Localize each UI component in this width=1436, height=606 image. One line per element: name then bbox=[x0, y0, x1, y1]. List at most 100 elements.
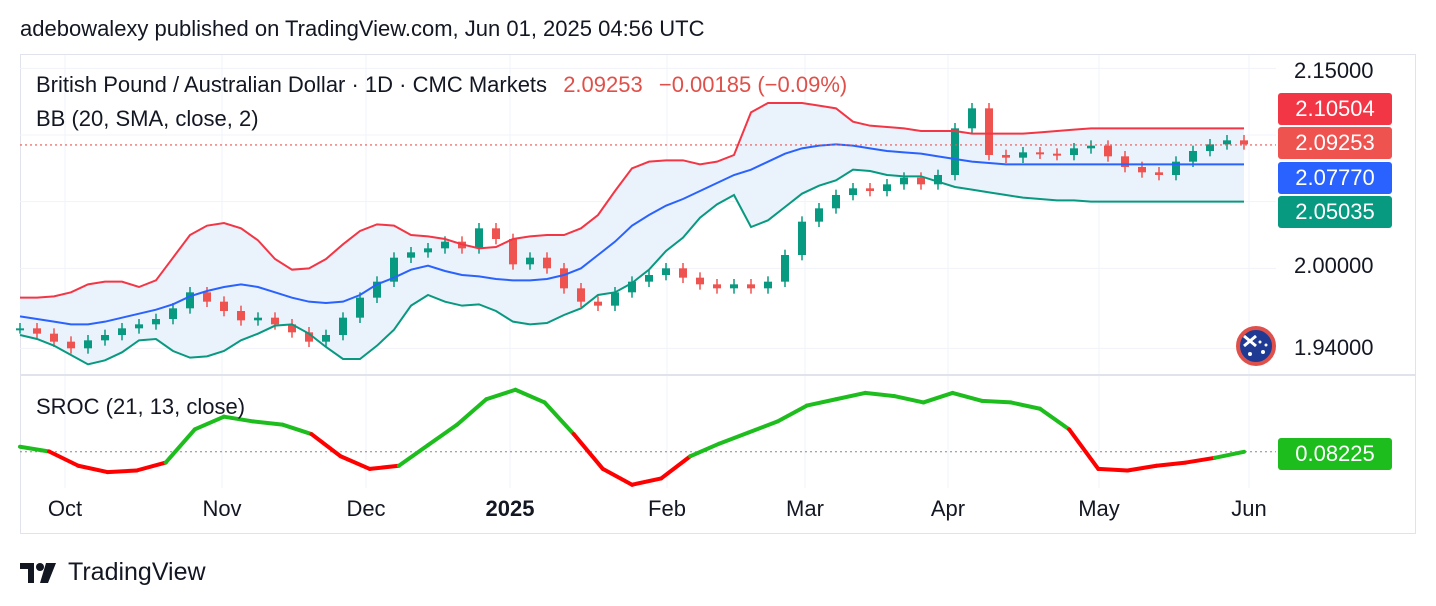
time-axis-label: May bbox=[1078, 496, 1120, 521]
candle-body bbox=[1019, 152, 1027, 158]
candle-body bbox=[968, 108, 976, 129]
candle-body bbox=[203, 292, 211, 302]
bollinger-band-fill bbox=[20, 103, 1244, 365]
australia-flag-icon[interactable] bbox=[1236, 326, 1276, 366]
sroc-line-segment bbox=[1067, 427, 1101, 471]
sroc-value-tag: 0.08225 bbox=[1278, 438, 1392, 470]
sroc-line-segment bbox=[105, 468, 139, 475]
candle-body bbox=[407, 252, 415, 258]
candle-body bbox=[781, 255, 789, 282]
last-price: 2.09253 bbox=[563, 72, 643, 97]
candle-body bbox=[883, 184, 891, 191]
time-axis-label: Feb bbox=[648, 496, 686, 521]
candle-body bbox=[577, 288, 585, 302]
sroc-line-segment bbox=[688, 441, 722, 459]
candle-body bbox=[237, 311, 245, 321]
candle-body bbox=[1053, 153, 1061, 156]
candle-body bbox=[254, 317, 262, 321]
sroc-line-segment bbox=[426, 422, 460, 448]
candle-body bbox=[764, 281, 772, 289]
bb-legend[interactable]: BB (20, SMA, close, 2) bbox=[36, 106, 259, 131]
lower-band-tag: 2.05035 bbox=[1278, 196, 1392, 228]
candle-body bbox=[798, 221, 806, 255]
sroc-line-segment bbox=[76, 463, 110, 475]
sroc-line-segment bbox=[775, 403, 809, 424]
time-axis-label: 2025 bbox=[485, 496, 535, 521]
candle-body bbox=[492, 228, 500, 239]
sroc-line-segment bbox=[134, 460, 168, 473]
time-axis-label: Jun bbox=[1231, 496, 1267, 521]
candle-body bbox=[730, 284, 738, 289]
sroc-line-segment bbox=[309, 432, 343, 459]
sroc-line-segment bbox=[163, 427, 197, 465]
sroc-line-segment bbox=[1125, 463, 1159, 473]
legend-symbol-row: British Pound / Australian Dollar · 1D ·… bbox=[36, 72, 847, 98]
candle-body bbox=[356, 297, 364, 318]
candle-body bbox=[866, 188, 874, 191]
candle-body bbox=[16, 328, 24, 331]
candle-body bbox=[543, 257, 551, 269]
candle-body bbox=[1206, 144, 1214, 151]
sroc-line-segment bbox=[804, 397, 838, 408]
candle-body bbox=[951, 128, 959, 175]
candle-body bbox=[679, 268, 687, 278]
sroc-line-segment bbox=[921, 390, 955, 405]
upper-band-tag: 2.10504 bbox=[1278, 93, 1392, 125]
sroc-line-segment bbox=[659, 454, 693, 481]
sroc-line-segment bbox=[1096, 466, 1130, 473]
candle-body bbox=[67, 341, 75, 349]
time-axis-label: Dec bbox=[346, 496, 386, 521]
candle-body bbox=[322, 335, 330, 342]
candle-body bbox=[662, 268, 670, 275]
candle-body bbox=[101, 335, 109, 341]
candle-body bbox=[220, 301, 228, 311]
candle-body bbox=[288, 324, 296, 333]
basis-line bbox=[19, 143, 1244, 326]
sroc-line-segment bbox=[513, 387, 547, 405]
sroc-line-segment bbox=[222, 414, 256, 424]
candle-body bbox=[271, 317, 279, 325]
candle-body bbox=[390, 257, 398, 282]
candle-body bbox=[645, 275, 653, 282]
candle-body bbox=[1087, 145, 1095, 149]
candle-body bbox=[475, 228, 483, 249]
sroc-line-segment bbox=[455, 397, 489, 427]
candle-body bbox=[84, 340, 92, 349]
time-axis-label: Oct bbox=[47, 496, 83, 521]
candle-body bbox=[1104, 145, 1112, 157]
sroc-line-segment bbox=[1154, 460, 1188, 468]
candle-body bbox=[917, 177, 925, 185]
sroc-line-segment bbox=[18, 444, 52, 454]
price-axis-label: 2.00000 bbox=[1294, 253, 1374, 278]
time-axis-label: Mar bbox=[786, 496, 824, 521]
candle-body bbox=[611, 292, 619, 306]
symbol-title[interactable]: British Pound / Australian Dollar · 1D ·… bbox=[36, 72, 548, 97]
candle-body bbox=[1070, 148, 1078, 155]
candle-body bbox=[628, 281, 636, 293]
price-axis-label: 2.15000 bbox=[1294, 58, 1374, 83]
candle-body bbox=[152, 319, 160, 325]
candle-body bbox=[1036, 152, 1044, 155]
candle-body bbox=[118, 328, 126, 335]
last-price-tag: 2.09253 bbox=[1278, 127, 1392, 159]
sroc-line-segment bbox=[484, 387, 518, 402]
sroc-line-segment bbox=[950, 390, 984, 403]
basis-tag: 2.07770 bbox=[1278, 162, 1392, 194]
candle-body bbox=[50, 333, 58, 342]
sroc-line-segment bbox=[280, 422, 314, 437]
chart-frame bbox=[20, 54, 1416, 534]
candle-body bbox=[713, 284, 721, 289]
footer-brand[interactable]: TradingView bbox=[20, 558, 206, 587]
sroc-line-segment bbox=[542, 400, 576, 437]
price-axis-label: 1.94000 bbox=[1294, 335, 1374, 360]
candle-body bbox=[900, 177, 908, 185]
candle-body bbox=[135, 324, 143, 329]
candle-body bbox=[1121, 156, 1129, 167]
sroc-line-segment bbox=[396, 443, 430, 468]
candle-body bbox=[1223, 140, 1231, 145]
candle-body bbox=[1002, 155, 1010, 158]
sroc-legend[interactable]: SROC (21, 13, close) bbox=[36, 394, 246, 419]
candle-body bbox=[33, 328, 41, 334]
candle-body bbox=[169, 308, 177, 319]
